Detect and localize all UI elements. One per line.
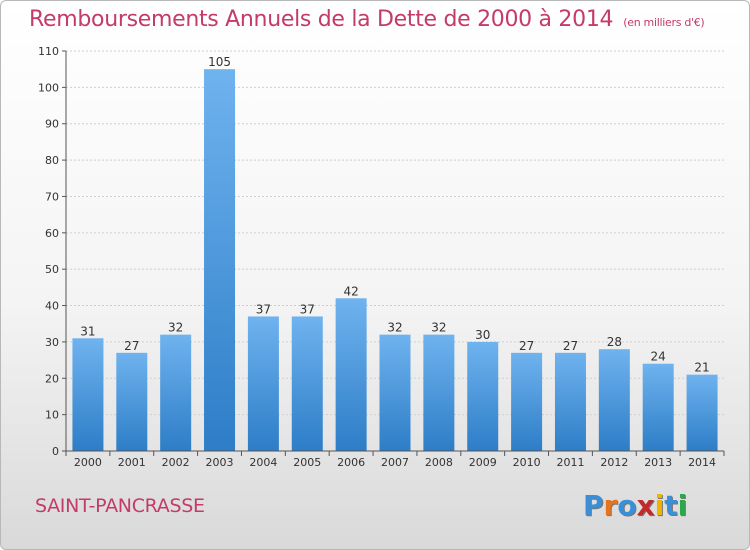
x-tick-label: 2000 [74, 456, 102, 469]
bar-2000 [72, 338, 104, 451]
bar-value-label: 37 [256, 302, 271, 316]
chart-title: Remboursements Annuels de la Dette de 20… [29, 7, 705, 32]
bars: 31 27 32 105 37 37 42 32 32 30 27 27 28 24 21 [72, 55, 718, 451]
y-tick-label: 0 [52, 445, 59, 458]
bar-value-label: 32 [431, 321, 446, 335]
y-axis-ticks: 0 10 20 30 40 50 60 70 80 90 100 110 [38, 45, 66, 458]
bar-value-label: 42 [343, 284, 358, 298]
y-tick-label: 110 [38, 45, 59, 58]
bar-2005 [291, 316, 323, 451]
logo-letter: i [677, 489, 688, 522]
x-tick-label: 2002 [162, 456, 190, 469]
commune-name: SAINT-PANCRASSE [35, 495, 205, 517]
bar-2004 [247, 316, 279, 451]
y-tick-label: 50 [45, 263, 59, 276]
y-tick-label: 10 [45, 409, 59, 422]
bar-2011 [554, 352, 586, 451]
bar-2009 [467, 341, 499, 451]
bar-value-label: 27 [124, 339, 139, 353]
logo-letter: r [603, 489, 618, 522]
bar-2013 [642, 363, 674, 451]
x-tick-label: 2010 [513, 456, 541, 469]
x-tick-label: 2007 [381, 456, 409, 469]
chart-title-text: Remboursements Annuels de la Dette de 20… [29, 7, 614, 32]
logo-letter: o [617, 489, 637, 522]
logo-letter: x [636, 489, 655, 522]
x-tick-label: 2011 [556, 456, 584, 469]
bar-2007 [379, 334, 411, 451]
x-tick-label: 2001 [118, 456, 146, 469]
bar-value-label: 24 [651, 350, 666, 364]
bar-value-label: 37 [300, 302, 315, 316]
x-tick-label: 2012 [600, 456, 628, 469]
x-axis-ticks: 2000 2001 2002 2003 2004 2005 2006 2007 2008 2009… [65, 451, 725, 469]
y-tick-label: 90 [45, 118, 59, 131]
x-tick-label: 2006 [337, 456, 365, 469]
logo-letter: t [664, 489, 678, 522]
x-tick-label: 2014 [688, 456, 716, 469]
bar-2010 [511, 352, 543, 451]
y-tick-label: 60 [45, 227, 59, 240]
bar-value-label: 32 [387, 321, 402, 335]
bar-2012 [598, 349, 630, 451]
bar-value-label: 30 [475, 328, 490, 342]
bar-value-label: 21 [694, 361, 709, 375]
chart-unit-label: (en milliers d'€) [623, 16, 705, 29]
y-tick-label: 30 [45, 336, 59, 349]
bar-2002 [160, 334, 192, 451]
x-tick-label: 2005 [293, 456, 321, 469]
x-tick-label: 2003 [206, 456, 234, 469]
bar-value-label: 28 [607, 335, 622, 349]
y-tick-label: 70 [45, 190, 59, 203]
x-tick-label: 2008 [425, 456, 453, 469]
bar-value-label: 31 [80, 324, 95, 338]
y-tick-label: 80 [45, 154, 59, 167]
logo-letter: P [583, 489, 604, 522]
bar-value-label: 105 [208, 55, 231, 69]
bar-value-label: 27 [519, 339, 534, 353]
bar-2014 [686, 374, 718, 451]
bar-2001 [116, 352, 148, 451]
x-tick-label: 2013 [644, 456, 672, 469]
y-tick-label: 100 [38, 81, 59, 94]
bar-value-label: 32 [168, 321, 183, 335]
bar-value-label: 27 [563, 339, 578, 353]
bar-2003 [204, 69, 236, 451]
bar-2006 [335, 298, 367, 451]
y-tick-label: 40 [45, 300, 59, 313]
x-tick-label: 2004 [249, 456, 277, 469]
bar-2008 [423, 334, 455, 451]
proxiti-logo[interactable]: Proxiti [583, 489, 687, 522]
x-tick-label: 2009 [469, 456, 497, 469]
y-tick-label: 20 [45, 372, 59, 385]
logo-letter: i [654, 489, 665, 522]
